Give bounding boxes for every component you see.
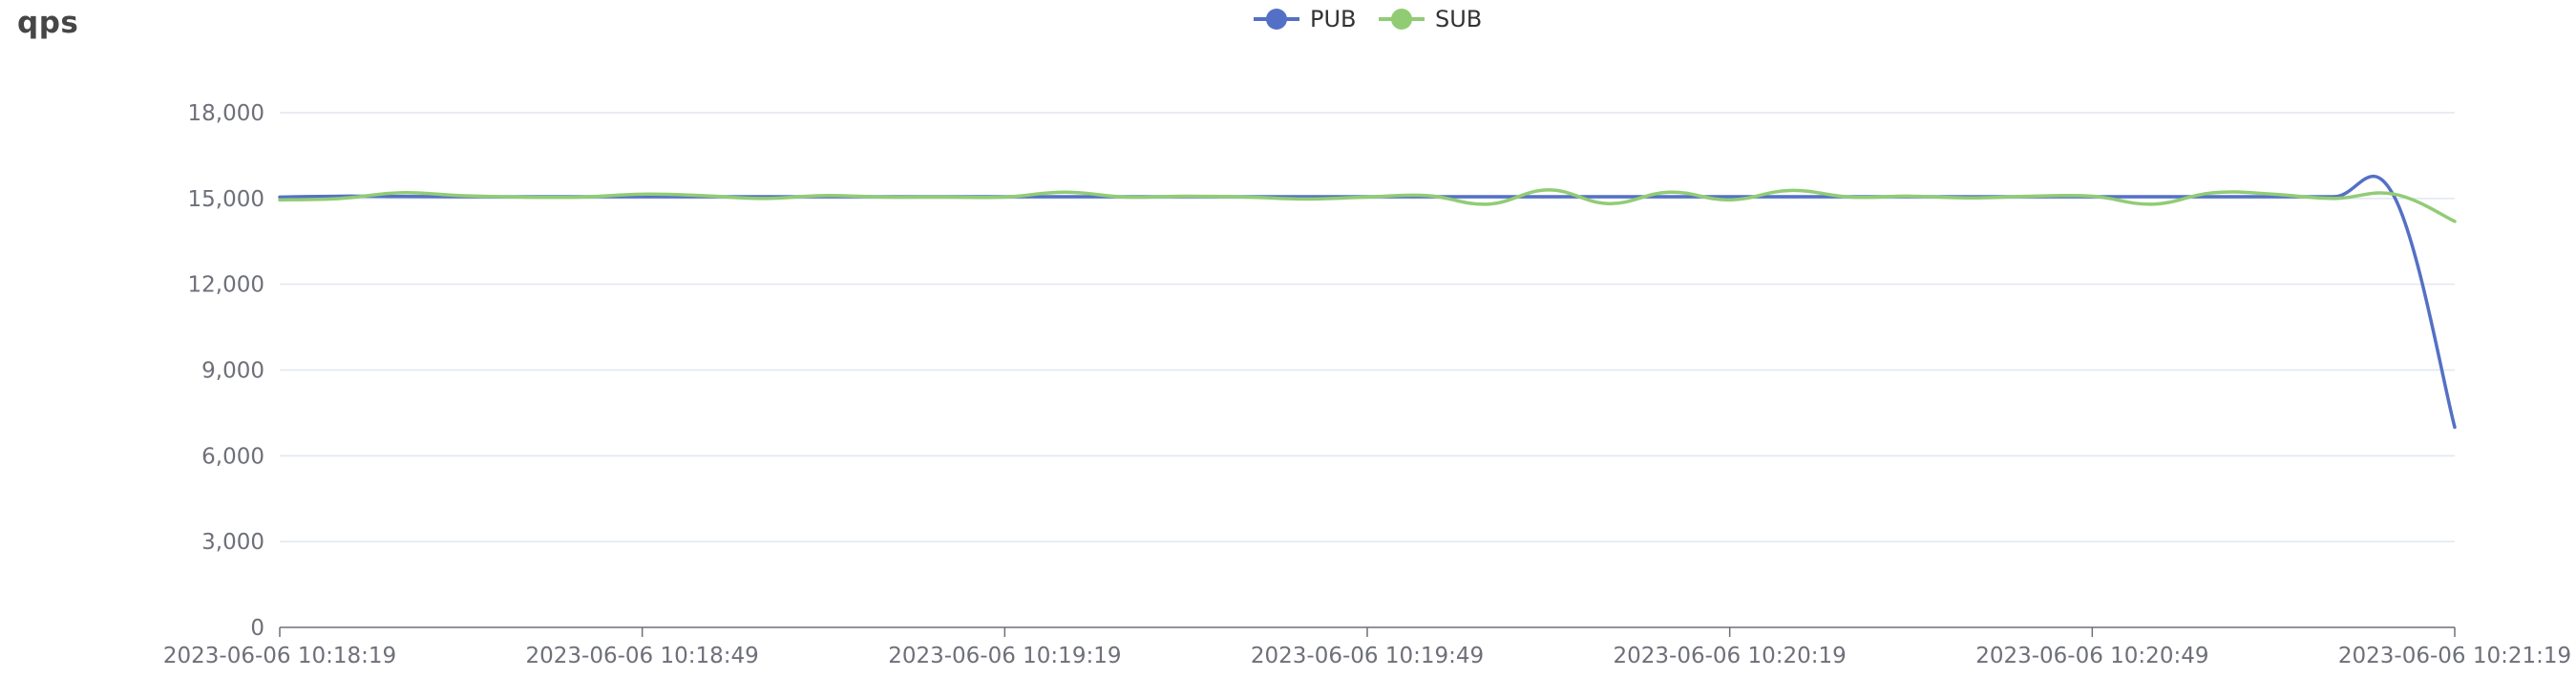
x-tick-label: 2023-06-06 10:20:49 [1975,644,2208,668]
x-tick-label: 2023-06-06 10:18:19 [163,644,396,668]
legend-marker-icon [1266,9,1287,30]
y-tick-label: 15,000 [188,187,264,212]
y-tick-label: 3,000 [201,530,264,555]
x-tick-label: 2023-06-06 10:19:49 [1251,644,1484,668]
y-tick-label: 18,000 [188,101,264,126]
legend-item-pub[interactable]: PUB [1254,6,1357,32]
grid-lines [280,112,2455,542]
y-tick-label: 6,000 [201,444,264,469]
legend-marker-icon [1391,9,1412,30]
legend-label: SUB [1435,6,1482,32]
series-line-pub [278,174,2457,430]
legend-label: PUB [1310,6,1357,32]
x-tick-label: 2023-06-06 10:19:19 [888,644,1121,668]
series-line-sub [278,188,2457,223]
legend[interactable]: PUB SUB [1254,6,1482,32]
axes: 0 3,000 6,000 9,000 12,000 15,000 18,000 2023-0… [163,101,2571,668]
y-tick-label: 12,000 [188,273,264,298]
y-tick-label: 9,000 [201,359,264,384]
chart-title: qps [17,6,79,40]
x-tick-label: 2023-06-06 10:21:19 [2338,644,2571,668]
x-tick-label: 2023-06-06 10:20:19 [1614,644,1847,668]
x-tick-label: 2023-06-06 10:18:49 [526,644,759,668]
legend-item-sub[interactable]: SUB [1379,6,1482,32]
series-lines [278,174,2457,430]
y-tick-label: 0 [250,616,264,641]
